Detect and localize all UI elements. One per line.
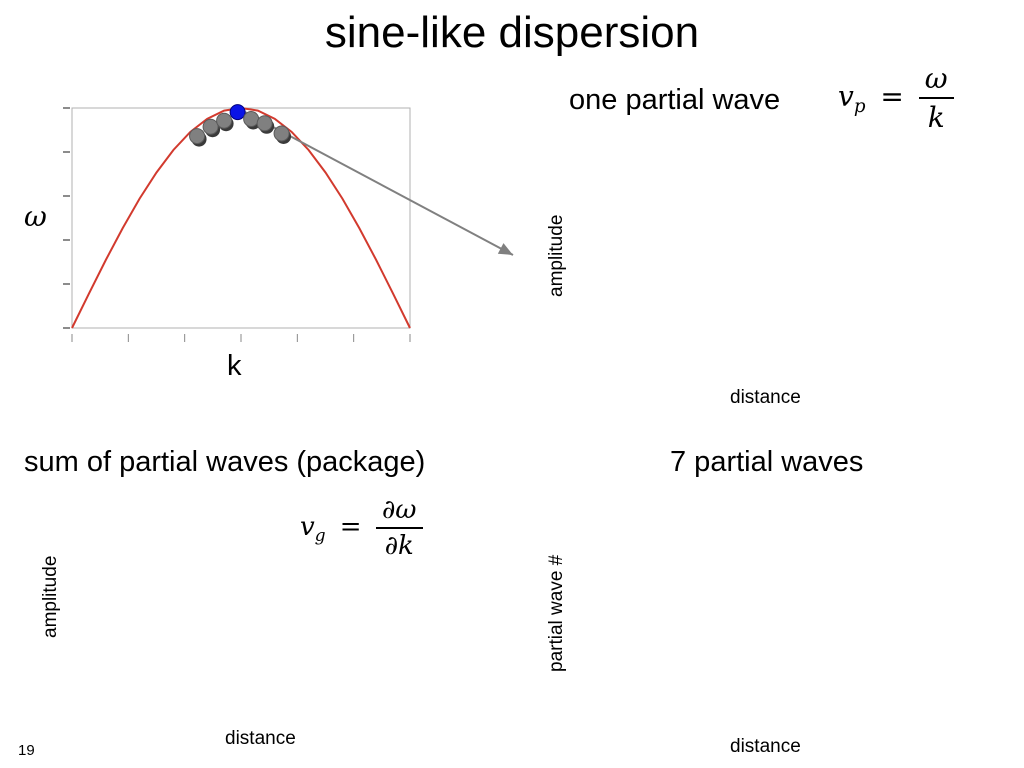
dispersion-points [189,104,292,147]
x-axis-label-k: k [227,350,242,382]
formula-lhs-sub: p [853,95,866,117]
group-velocity-formula: vg = ∂ω ∂k [300,495,423,561]
formula-numerator: ω [918,62,954,99]
formula-denominator: k [927,101,945,134]
panel-one-xlabel: distance [730,387,801,408]
panel-one-ylabel: amplitude [546,214,567,297]
formula-g-eq: = [339,512,362,542]
page-number: 19 [18,742,35,759]
slide-title: sine-like dispersion [324,8,700,57]
formula-fraction: ω k [918,62,954,134]
point-shadow [218,116,234,132]
arrow-head [497,243,513,255]
formula-g-fraction: ∂ω ∂k [375,495,423,561]
panel-seven-ylabel: partial wave # [546,554,567,672]
formula-g-denominator: ∂k [384,531,414,561]
highlight-point [229,104,246,121]
formula-g-numerator: ∂ω [375,495,423,529]
panel-package-ylabel: amplitude [40,555,61,638]
point-shadow [259,118,275,134]
panel-package-title: sum of partial waves (package) [24,446,426,478]
point-shadow [276,128,292,144]
plot-frame [71,107,411,329]
panel-seven-xlabel: distance [730,736,801,757]
point-shadow [205,122,221,138]
y-axis-label-omega: ω [24,200,47,233]
dispersion-point [216,112,233,129]
group-velocity-arrow [237,107,514,256]
dispersion-curve [71,106,411,329]
formula-lhs: v [838,79,854,113]
formula-eq: = [880,79,904,113]
point-shadow [191,131,207,147]
formula-g-lhs: v [300,512,315,542]
point-shadow [245,114,261,130]
formula-g-lhs-sub: g [314,524,326,545]
chart-frame [71,107,411,329]
dispersion-point [273,125,290,142]
dispersion-point [256,115,273,132]
dispersion-point [189,128,206,145]
panel-seven-title: 7 partial waves [670,446,864,478]
arrow-shaft [237,107,514,256]
dispersion-point [202,118,219,135]
chart-ticks [63,107,411,342]
dispersion-point [243,110,260,127]
panel-package-xlabel: distance [225,728,296,749]
phase-velocity-formula: vp = ω k [838,62,954,134]
panel-one-partial-wave-title: one partial wave [569,84,781,116]
